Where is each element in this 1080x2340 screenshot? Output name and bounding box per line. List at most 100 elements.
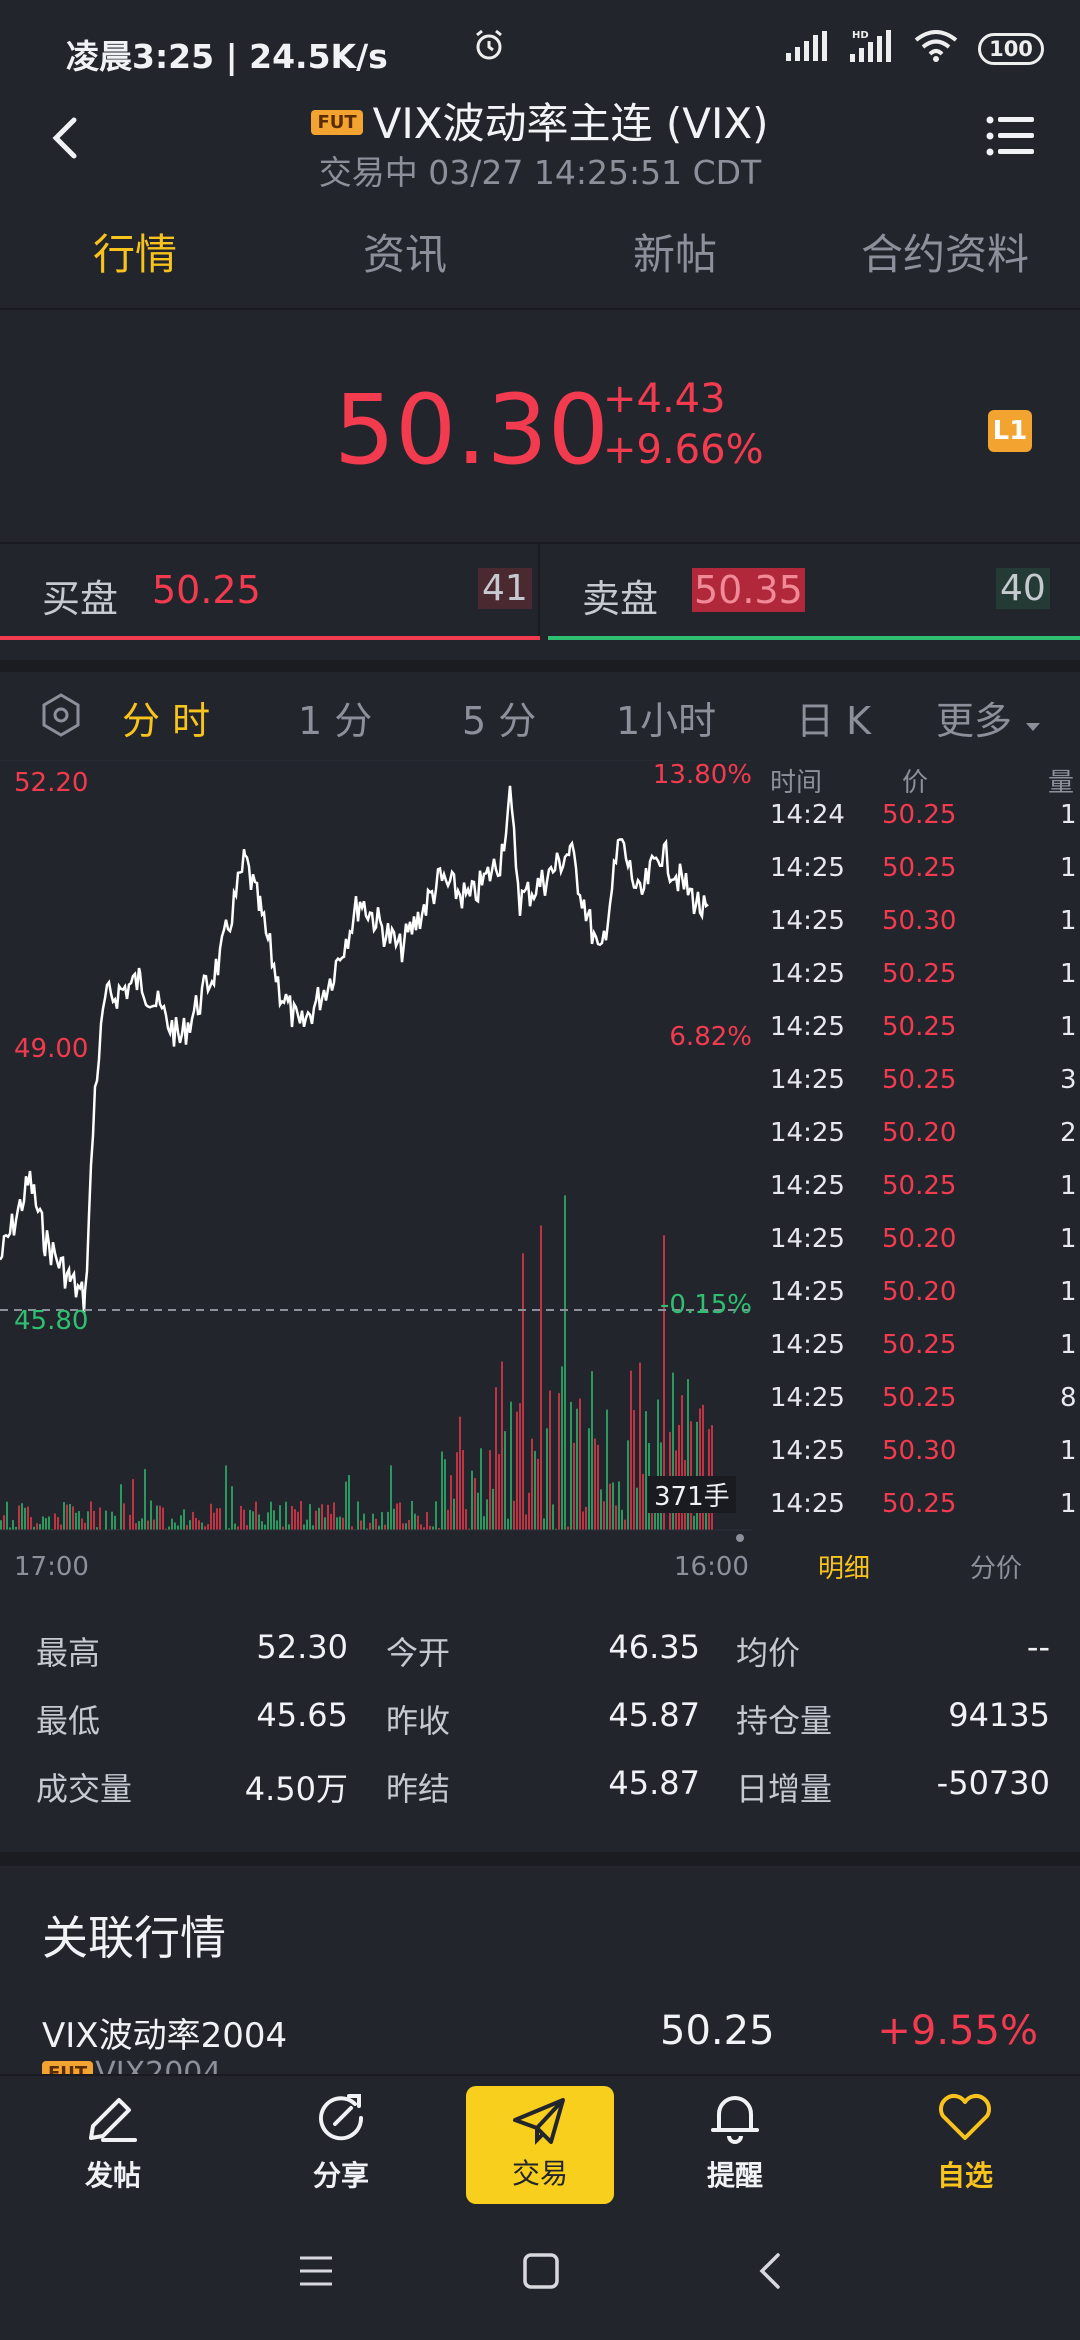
nav-trade-button[interactable]: 交易	[466, 2086, 614, 2204]
volume-bar	[6, 1501, 8, 1530]
price-area: 50.30 +4.43 +9.66% L1	[0, 312, 1080, 542]
volume-bar	[105, 1510, 107, 1530]
volume-bar	[279, 1505, 281, 1530]
menu-button[interactable]	[986, 114, 1036, 158]
volume-bar	[420, 1524, 422, 1530]
volume-bar	[216, 1508, 218, 1530]
volume-bar	[168, 1526, 170, 1530]
bottom-nav: 发帖 分享 交易 提醒 自选	[0, 2074, 1080, 2214]
volume-bar	[321, 1504, 323, 1530]
tick-vol: 1	[1060, 906, 1077, 936]
tick-list[interactable]: 时间 价 量 14:24 50.25 1 14:25 50.25 1 14:25 50.30 1…	[760, 762, 1080, 1542]
volume-bar	[513, 1500, 515, 1530]
tick-vol: 1	[1060, 1277, 1077, 1307]
tab-timeshare[interactable]: 分 时	[122, 699, 211, 743]
price-change-pct: +9.66%	[603, 427, 764, 473]
nav-watchlist[interactable]: 自选	[890, 2090, 1040, 2194]
volume-bar	[78, 1511, 80, 1530]
stat-label: 昨结	[386, 1770, 451, 1808]
tick-vol: 1	[1060, 1171, 1077, 1201]
volume-bar	[558, 1393, 560, 1530]
tick-row: 14:25 50.25 1	[760, 1489, 1080, 1542]
tick-vol: 1	[1060, 1224, 1077, 1254]
level1-badge[interactable]: L1	[988, 410, 1032, 452]
share-icon	[319, 2094, 364, 2141]
volume-bar	[384, 1524, 386, 1530]
tab-news[interactable]: 资讯	[362, 230, 447, 279]
tab-more[interactable]: 更多	[936, 690, 1042, 745]
tick-price: 50.25	[882, 1171, 957, 1201]
tab-5min[interactable]: 5 分	[462, 699, 537, 743]
volume-bar	[432, 1526, 434, 1530]
volume-bar	[591, 1371, 593, 1530]
tick-price: 50.30	[882, 906, 957, 936]
volume-bar	[489, 1450, 491, 1530]
volume-bar	[318, 1507, 320, 1530]
volume-bar	[465, 1509, 467, 1530]
x-label-start: 17:00	[14, 1552, 89, 1582]
tick-price-tab[interactable]: 分价	[970, 1554, 1023, 1584]
volume-bar	[645, 1411, 647, 1530]
stat-label: 日增量	[736, 1770, 833, 1808]
volume-bar	[81, 1518, 83, 1530]
volume-bar	[57, 1517, 59, 1530]
tab-posts[interactable]: 新帖	[632, 230, 717, 279]
volume-bar	[504, 1431, 506, 1530]
volume-bar	[162, 1507, 164, 1530]
volume-bar	[603, 1501, 605, 1530]
tick-vol: 8	[1060, 1383, 1077, 1413]
stat-label: 最低	[36, 1702, 101, 1740]
tab-1min[interactable]: 1 分	[298, 699, 373, 743]
volume-bar	[96, 1527, 98, 1530]
volume-bar	[576, 1408, 578, 1530]
nav-post[interactable]: 发帖	[38, 2090, 188, 2194]
tick-row: 14:25 50.25 1	[760, 1171, 1080, 1224]
volume-bar	[450, 1475, 452, 1530]
related-item-name[interactable]: VIX波动率2004	[42, 2016, 288, 2056]
volume-bar	[213, 1512, 215, 1530]
chart-settings-button[interactable]	[40, 692, 82, 742]
tick-detail-tab[interactable]: 明细	[818, 1554, 871, 1584]
page-subtitle: 交易中 03/27 14:25:51 CDT	[318, 153, 762, 192]
volume-bar	[612, 1482, 614, 1530]
chart-scroll-dot	[736, 1534, 744, 1542]
nav-alert[interactable]: 提醒	[660, 2090, 810, 2194]
nav-trade-label: 交易	[511, 2157, 568, 2190]
back-button[interactable]	[40, 110, 96, 166]
nav-share[interactable]: 分享	[266, 2090, 416, 2194]
tick-time: 14:25	[770, 1224, 845, 1254]
volume-bar	[93, 1511, 95, 1530]
tab-1hour[interactable]: 1小时	[616, 699, 717, 743]
volume-bar	[66, 1504, 68, 1530]
volume-bar	[90, 1501, 92, 1530]
volume-bar	[12, 1520, 14, 1530]
tick-header-price: 价	[902, 768, 929, 798]
tab-quote[interactable]: 行情	[92, 230, 177, 279]
heart-icon	[939, 2094, 991, 2140]
tick-row: 14:25 50.20 1	[760, 1224, 1080, 1277]
tick-vol: 1	[1060, 959, 1077, 989]
tick-time: 14:25	[770, 1330, 845, 1360]
volume-bar	[228, 1528, 230, 1530]
home-icon[interactable]	[522, 2252, 560, 2294]
tick-row: 14:25 50.20 1	[760, 1277, 1080, 1330]
volume-bar	[483, 1516, 485, 1530]
volume-bar	[189, 1520, 191, 1530]
volume-bar	[75, 1512, 77, 1530]
intraday-chart[interactable]: 52.20 49.00 45.80 13.80% 6.82% -0.15% 37…	[0, 759, 752, 1582]
volume-bar	[234, 1523, 236, 1530]
volume-bar	[36, 1523, 38, 1530]
ask-label: 卖盘	[582, 577, 659, 621]
volume-bar	[84, 1522, 86, 1530]
tab-contract-info[interactable]: 合约资料	[860, 230, 1029, 279]
volume-bar	[33, 1526, 35, 1530]
chart-canvas	[0, 759, 752, 1542]
tick-price: 50.20	[882, 1224, 957, 1254]
back-nav-icon[interactable]	[756, 2252, 786, 2294]
tab-daily-k[interactable]: 日 K	[796, 699, 871, 743]
volume-bar	[486, 1499, 488, 1530]
recent-apps-icon[interactable]	[298, 2254, 334, 2292]
tick-footer: 明细 分价	[760, 1548, 1080, 1588]
battery-icon: 100	[978, 33, 1044, 65]
tick-time: 14:25	[770, 1383, 845, 1413]
